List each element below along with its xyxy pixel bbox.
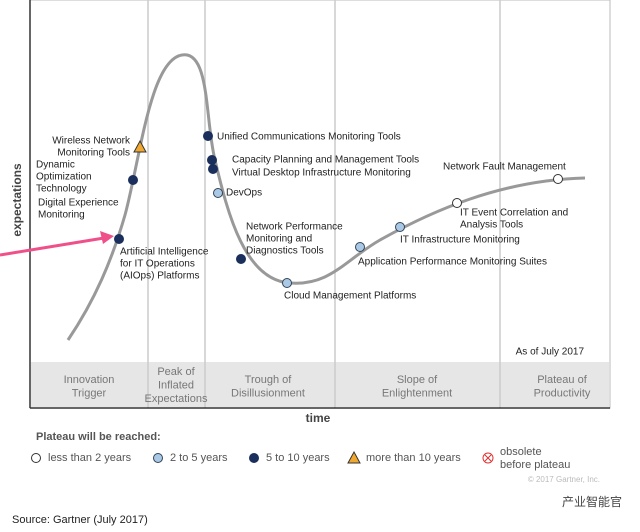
node-label: Monitoring and [246,234,312,245]
node-marker [355,242,365,252]
legend-marker [484,454,492,462]
node-label: Optimization [36,172,92,183]
legend-label: less than 2 years [48,452,132,464]
node-label: Technology [36,184,87,195]
node-label: (AIOps) Platforms [120,271,199,282]
node-label: Capacity Planning and Management Tools [232,155,419,166]
node-marker [207,155,217,165]
legend-label: before plateau [500,459,570,471]
node-marker [133,139,147,153]
phase-label: Trigger [72,387,107,399]
phase-label: Expectations [145,393,208,405]
pointer-arrow [0,236,105,257]
node-marker [208,164,218,174]
node-label: Dynamic [36,160,75,171]
node-label: Network Fault Management [443,162,566,173]
node-marker [395,222,405,232]
node-label: Virtual Desktop Infrastructure Monitorin… [232,168,411,179]
node-marker [452,198,462,208]
legend-marker [347,450,361,464]
node-label: Unified Communications Monitoring Tools [217,132,401,143]
phase-label: Disillusionment [231,387,305,399]
node-label: Cloud Management Platforms [284,291,416,302]
node-label: Artificial Intelligence [120,247,209,258]
node-label: Application Performance Monitoring Suite… [358,257,547,268]
legend-label: obsolete [500,446,542,458]
phase-label: Enlightenment [382,387,452,399]
phase-label: Slope of [397,374,438,386]
legend-marker [31,453,41,463]
node-label: Digital Experience [38,198,119,209]
node-label: Analysis Tools [460,220,523,231]
legend-label: 5 to 10 years [266,452,330,464]
node-marker [203,131,213,141]
copyright: © 2017 Gartner, Inc. [528,475,600,484]
watermark: 产业智能官 [562,494,622,509]
node-label: IT Infrastructure Monitoring [400,235,520,246]
node-marker [114,234,124,244]
legend-title: Plateau will be reached: [36,431,161,443]
node-label: Monitoring Tools [57,148,130,159]
legend-label: 2 to 5 years [170,452,228,464]
legend-marker [153,453,163,463]
legend-marker [249,453,259,463]
phase-label: Innovation [64,374,115,386]
phase-label: Inflated [158,379,194,391]
node-marker [553,174,563,184]
source: Source: Gartner (July 2017) [12,514,148,526]
phase-label: Peak of [157,366,195,378]
node-marker [282,278,292,288]
node-marker [236,254,246,264]
node-label: Diagnostics Tools [246,246,324,257]
phase-label: Plateau of [537,374,587,386]
as-of: As of July 2017 [516,347,585,358]
phase-label: Productivity [534,387,591,399]
node-label: DevOps [226,188,262,199]
node-marker [213,188,223,198]
x-axis-label: time [306,411,331,425]
node-label: IT Event Correlation and [460,208,568,219]
node-label: for IT Operations [120,259,195,270]
pointer-arrow-head [100,231,114,244]
y-axis-label: expectations [10,163,24,237]
node-label: Monitoring [38,210,85,221]
legend-label: more than 10 years [366,452,461,464]
phase-label: Trough of [245,374,293,386]
node-marker [128,175,138,185]
node-label: Network Performance [246,222,343,233]
node-label: Wireless Network [52,136,131,147]
phase-band [31,362,609,407]
phase-dividers [147,0,501,408]
